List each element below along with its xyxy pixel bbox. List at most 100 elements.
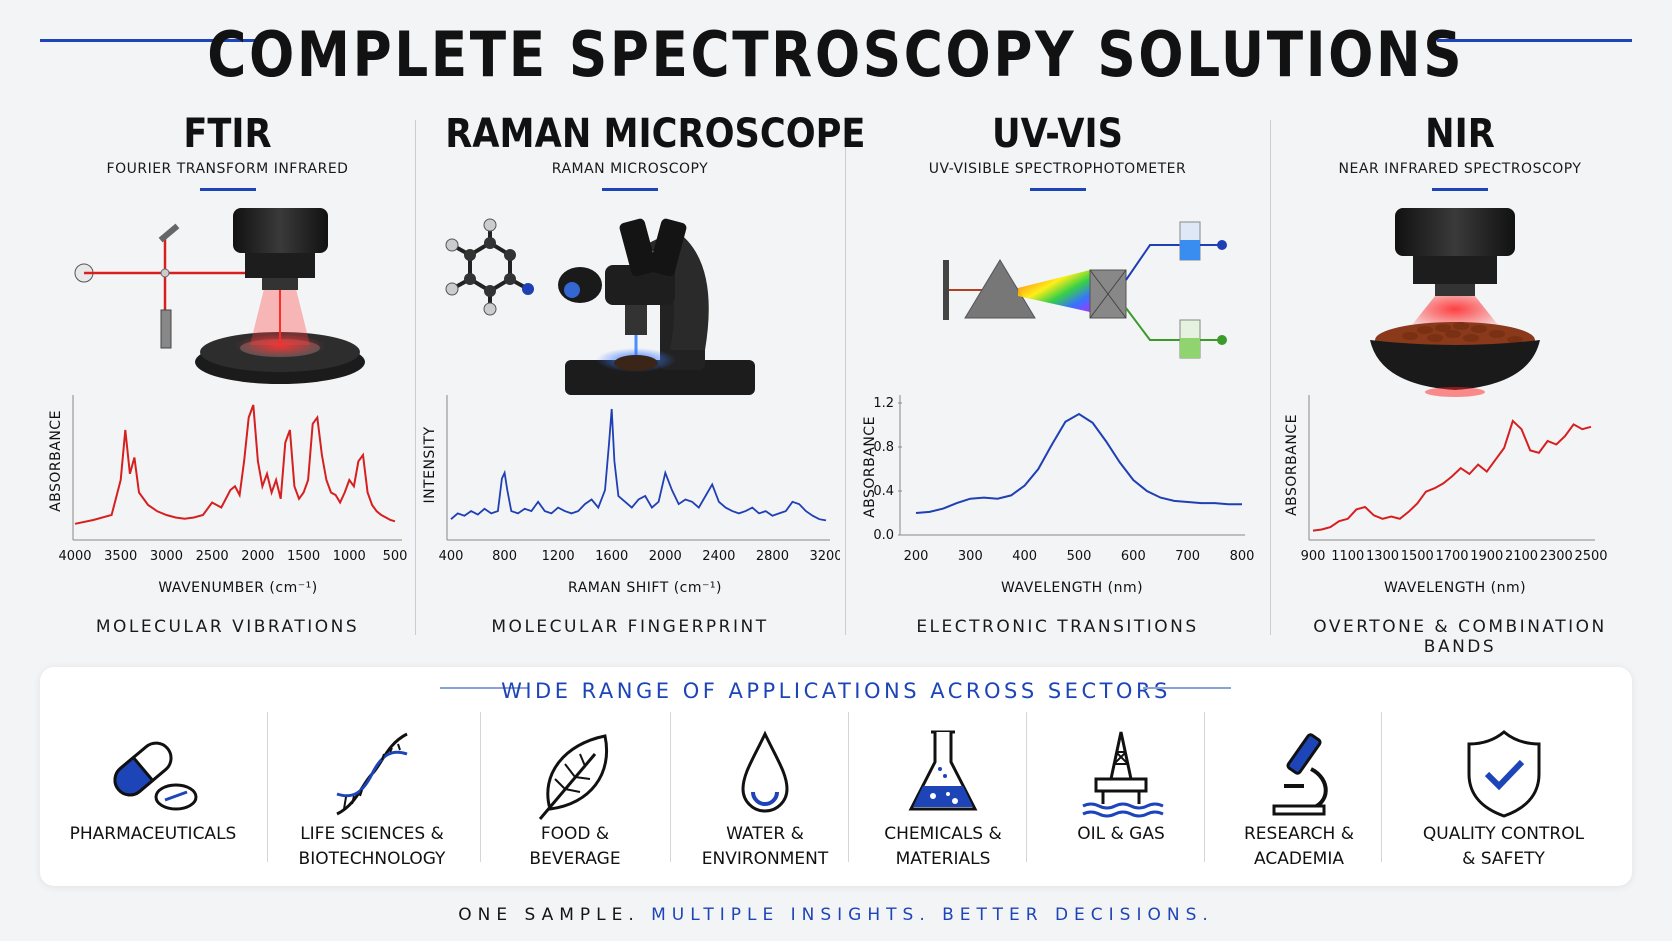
ftir-chart: ABSORBANCE WAVENUMBER (cm⁻¹) 4000 3500 300… [48,395,408,596]
x-tick-label: 3500 [104,549,137,564]
panel-rule [1432,188,1488,191]
series-line [1312,419,1592,532]
x-tick-label: 2100 [1505,549,1538,564]
panel-divider [415,120,416,635]
applications-title: WIDE RANGE OF APPLICATIONS ACROSS SECTOR… [501,679,1171,703]
nir-panel: NIR NEAR INFRARED SPECTROSCOPY [1275,105,1645,657]
application-item: LIFE SCIENCES & BIOTECHNOLOGY [277,712,467,882]
x-tick-label: 3000 [150,549,183,564]
application-item: OIL & GAS [1036,712,1206,882]
panel-title: NIR [1425,111,1495,157]
application-item: CHEMICALS & MATERIALS [858,712,1028,882]
series-line [915,412,1242,514]
application-item: WATER & ENVIRONMENT [680,712,850,882]
nir-chart: ABSORBANCE WAVELENGTH (nm) 900 1100 1300 15… [1284,395,1608,596]
header: COMPLETE SPECTROSCOPY SOLUTIONS [0,14,1672,94]
tagline: ONE SAMPLE. MULTIPLE INSIGHTS. BETTER DE… [0,905,1672,925]
panel-subtitle: FOURIER TRANSFORM INFRARED [106,161,349,177]
ftir-panel: FTIR FOURIER TRANSFORM INFRARED [40,105,415,645]
application-item: QUALITY CONTROL & SAFETY [1391,712,1616,882]
y-axis-label: ABSORBANCE [48,410,64,512]
oil-rig-icon [1082,731,1164,818]
x-tick-label: 700 [1175,549,1200,564]
panel-subtitle: RAMAN MICROSCOPY [551,161,709,177]
panel-subtitle: NEAR INFRARED SPECTROSCOPY [1338,161,1582,177]
application-item: PHARMACEUTICALS [58,712,248,882]
panel-rule [1029,188,1086,191]
tagline-part2: MULTIPLE INSIGHTS. BETTER DECISIONS. [651,905,1214,925]
panel-caption: ELECTRONIC TRANSITIONS [916,617,1199,637]
x-tick-label: 1900 [1470,549,1503,564]
x-tick-label: 1000 [333,549,366,564]
panel-divider [845,120,846,635]
y-tick-label: 0.0 [873,528,894,543]
panel-subtitle: UV-VISIBLE SPECTROPHOTOMETER [928,161,1187,177]
panel-caption: OVERTONE & COMBINATION BANDS [1313,617,1607,657]
x-tick-label: 400 [439,549,464,564]
application-label: PHARMACEUTICALS [69,824,237,844]
panel-caption: MOLECULAR VIBRATIONS [95,617,360,637]
application-item: RESEARCH & ACADEMIA [1214,712,1384,882]
page-title: COMPLETE SPECTROSCOPY SOLUTIONS [207,17,1465,91]
x-tick-label: 400 [1012,549,1037,564]
x-tick-label: 1500 [287,549,320,564]
x-tick-label: 900 [1301,549,1326,564]
shield-check-icon [1467,730,1540,818]
y-tick-label: 1.2 [873,396,894,411]
application-label: LIFE SCIENCES & BIOTECHNOLOGY [298,824,446,869]
x-tick-label: 2400 [702,549,735,564]
panel-title: RAMAN MICROSCOPE [445,111,866,157]
application-divider [1026,712,1027,862]
applications-section: WIDE RANGE OF APPLICATIONS ACROSS SECTOR… [40,667,1632,886]
x-tick-label: 2500 [1574,549,1607,564]
x-tick-label: 2800 [756,549,789,564]
application-label: WATER & ENVIRONMENT [701,824,829,869]
ftir-instrument-icon [74,208,365,384]
y-tick-label: 0.8 [873,440,894,455]
application-divider [480,712,481,862]
raman-panel: RAMAN MICROSCOPE RAMAN MICROSCOPY [420,105,866,645]
raman-microscope-icon [445,218,755,395]
x-axis-label: WAVELENGTH (nm) [1384,580,1526,596]
application-label: RESEARCH & ACADEMIA [1244,824,1354,869]
x-tick-label: 2500 [196,549,229,564]
application-divider [267,712,268,862]
panel-rule [199,188,256,191]
x-tick-label: 1700 [1435,549,1468,564]
series-line [74,404,396,525]
panel-title: UV-VIS [991,111,1124,157]
uvvis-panel: UV-VIS UV-VISIBLE SPECTROPHOTOMETER [850,105,1265,645]
y-axis-label: ABSORBANCE [1284,414,1300,516]
x-tick-label: 2000 [649,549,682,564]
x-axis-label: WAVENUMBER (cm⁻¹) [158,580,317,596]
x-axis-label: WAVELENGTH (nm) [1001,580,1143,596]
water-drop-icon [741,730,789,813]
nir-grain-bowl-icon [1370,208,1540,397]
x-tick-label: 1300 [1366,549,1399,564]
application-label: OIL & GAS [1077,824,1165,844]
panel-title: FTIR [183,111,272,157]
application-label: FOOD & BEVERAGE [529,824,621,869]
dna-helix-icon [336,732,408,816]
x-tick-label: 800 [1230,549,1255,564]
x-tick-label: 4000 [58,549,91,564]
panel-caption: MOLECULAR FINGERPRINT [491,617,769,637]
series-line [450,408,827,522]
apps-rule-right [1143,687,1231,689]
x-tick-label: 300 [958,549,983,564]
x-tick-label: 2000 [241,549,274,564]
chemical-flask-icon [908,730,978,811]
x-tick-label: 500 [383,549,408,564]
x-tick-label: 1600 [595,549,628,564]
tagline-part1: ONE SAMPLE. [458,905,652,925]
x-tick-label: 1500 [1401,549,1434,564]
panel-divider [1270,120,1271,635]
application-divider [670,712,671,862]
application-divider [1204,712,1205,862]
x-tick-label: 500 [1067,549,1092,564]
y-axis-label: ABSORBANCE [862,416,878,518]
application-divider [848,712,849,862]
x-tick-label: 200 [904,549,929,564]
x-tick-label: 1200 [542,549,575,564]
y-axis-label: INTENSITY [422,426,438,503]
